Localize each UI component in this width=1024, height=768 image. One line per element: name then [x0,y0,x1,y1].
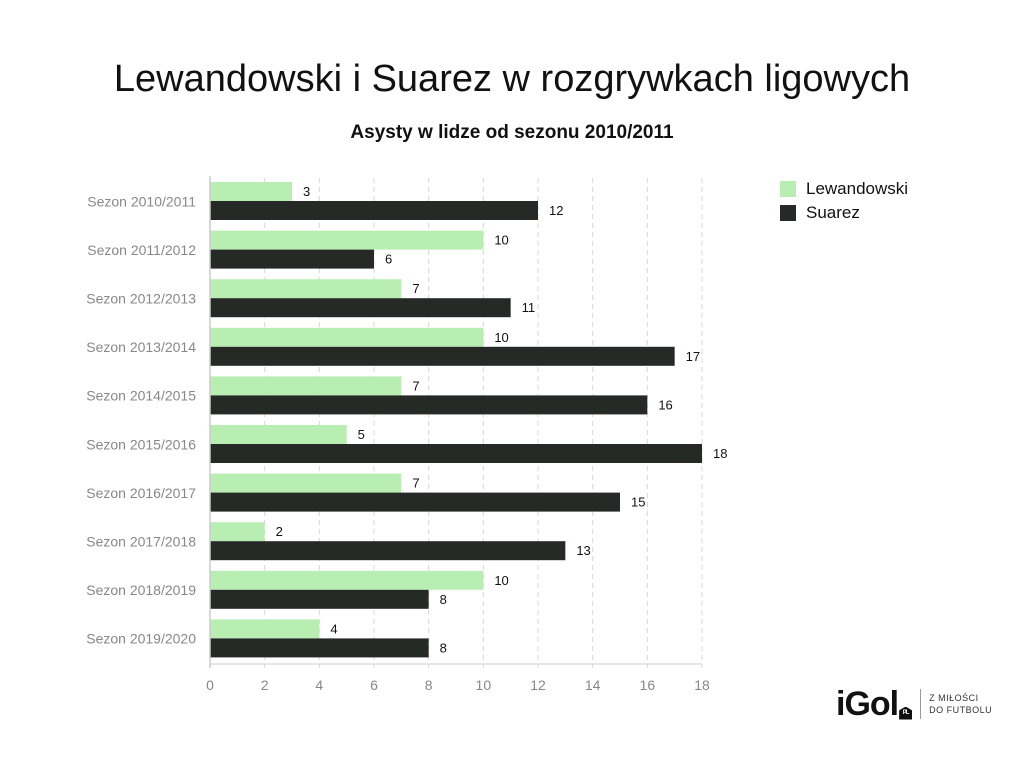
logo-divider [920,689,922,719]
data-label-lewandowski-1: 10 [494,233,508,248]
category-label-8: Sezon 2018/2019 [86,582,196,598]
bar-suarez-1 [210,249,374,269]
logo-tagline-line2: DO FUTBOLU [929,705,993,715]
data-label-suarez-7: 13 [576,543,590,558]
x-tick-label-6: 6 [370,677,378,693]
category-label-2: Sezon 2012/2013 [86,291,196,307]
data-label-suarez-6: 15 [631,495,645,510]
category-label-3: Sezon 2013/2014 [86,339,196,355]
data-label-lewandowski-2: 7 [412,281,419,296]
category-label-9: Sezon 2019/2020 [86,631,196,647]
data-label-lewandowski-0: 3 [303,184,310,199]
data-label-lewandowski-6: 7 [412,476,419,491]
bar-lewandowski-2 [210,279,402,299]
x-tick-label-18: 18 [694,677,710,693]
bar-suarez-9 [210,638,429,658]
data-label-suarez-0: 12 [549,203,563,218]
category-label-4: Sezon 2014/2015 [86,388,196,404]
bar-suarez-2 [210,298,511,318]
data-label-lewandowski-9: 4 [330,621,337,636]
logo-tagline: Z MIŁOŚCI DO FUTBOLU [929,692,992,716]
x-tick-label-12: 12 [530,677,546,693]
logo-badge-icon: PL [899,706,913,720]
data-label-lewandowski-7: 2 [276,524,283,539]
bar-suarez-7 [210,541,566,561]
x-tick-label-16: 16 [640,677,656,693]
x-tick-label-0: 0 [206,677,214,693]
category-label-7: Sezon 2017/2018 [86,534,196,550]
category-label-0: Sezon 2010/2011 [87,193,196,209]
x-tick-label-2: 2 [261,677,269,693]
bar-lewandowski-1 [210,230,484,250]
category-label-6: Sezon 2016/2017 [86,485,196,501]
bar-lewandowski-6 [210,473,402,493]
data-label-suarez-9: 8 [440,640,447,655]
legend-swatch-suarez [780,205,796,221]
bar-suarez-6 [210,492,620,512]
chart-legend: Lewandowski Suarez [780,177,908,225]
logo-wordmark: iGol PL [836,684,913,724]
igol-logo: iGol PL Z MIŁOŚCI DO FUTBOLU [836,684,992,724]
bar-suarez-4 [210,395,648,415]
bar-lewandowski-7 [210,522,265,542]
x-tick-label-8: 8 [425,677,433,693]
data-label-suarez-3: 17 [686,349,700,364]
bar-lewandowski-3 [210,327,484,347]
data-label-suarez-8: 8 [440,592,447,607]
bar-suarez-5 [210,444,702,463]
category-label-1: Sezon 2011/2012 [87,242,196,258]
bar-suarez-3 [210,346,675,366]
data-label-lewandowski-5: 5 [358,427,365,442]
bar-lewandowski-5 [210,425,347,444]
chart-title: Lewandowski i Suarez w rozgrywkach ligow… [113,58,911,100]
logo-word-text: iGol [836,684,899,723]
data-label-lewandowski-3: 10 [494,330,508,345]
x-tick-label-14: 14 [585,677,601,693]
data-label-suarez-5: 18 [713,446,727,461]
data-label-lewandowski-4: 7 [412,378,419,393]
data-label-lewandowski-8: 10 [494,573,508,588]
legend-swatch-lewandowski [780,181,796,197]
category-label-5: Sezon 2015/2016 [86,436,196,452]
bar-suarez-8 [210,589,429,609]
legend-item-lewandowski: Lewandowski [780,177,908,201]
logo-tagline-line1: Z MIŁOŚCI [929,693,979,703]
chart-subtitle: Asysty w lidze od sezonu 2010/2011 [350,122,674,143]
bar-lewandowski-0 [210,182,292,201]
x-tick-label-4: 4 [315,677,323,693]
legend-label-lewandowski: Lewandowski [806,179,909,198]
bar-lewandowski-8 [210,570,484,590]
bar-lewandowski-4 [210,376,402,396]
x-tick-label-10: 10 [476,677,492,693]
data-label-suarez-1: 6 [385,252,392,267]
data-label-suarez-4: 16 [658,397,672,412]
data-label-suarez-2: 11 [522,300,536,315]
legend-item-suarez: Suarez [780,201,908,225]
bar-lewandowski-9 [210,619,320,639]
legend-label-suarez: Suarez [806,203,860,222]
bar-suarez-0 [210,201,538,220]
